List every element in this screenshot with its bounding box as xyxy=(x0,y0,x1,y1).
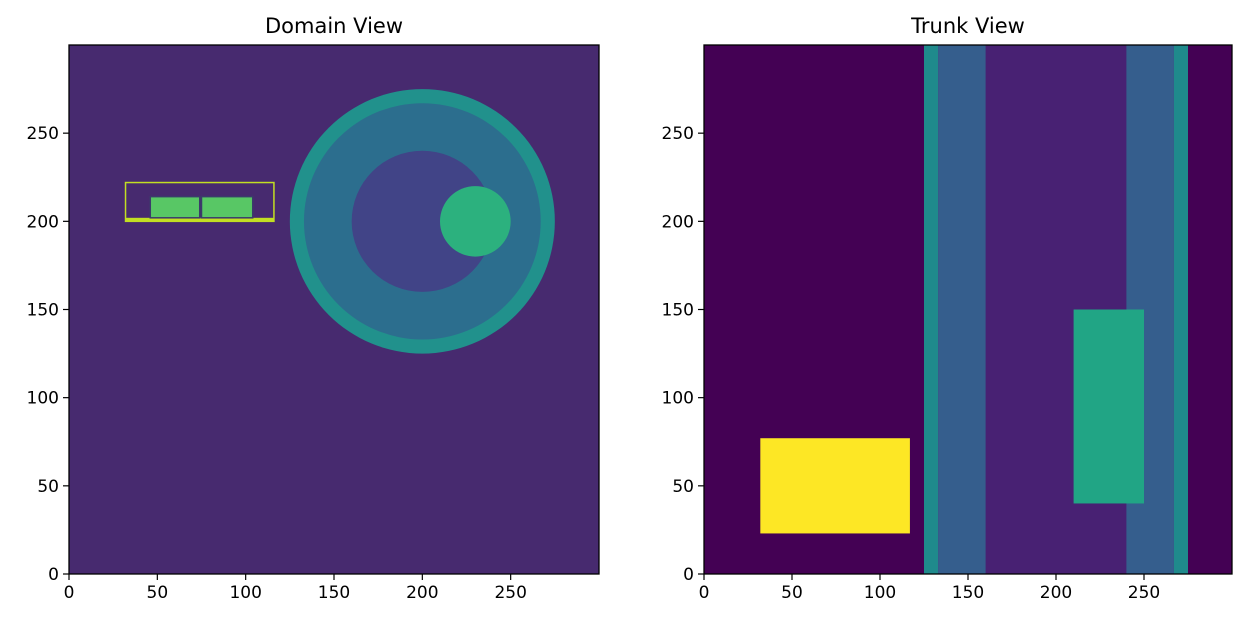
domain-region-2 xyxy=(351,150,493,292)
trunk-ytick-label: 250 xyxy=(662,124,694,144)
trunk-xtick-label: 100 xyxy=(864,583,896,603)
trunk-ytick-label: 200 xyxy=(662,212,694,232)
domain-ytick-label: 100 xyxy=(27,389,59,409)
trunk-xtick-label: 50 xyxy=(781,583,803,603)
trunk-panel: 0 50 100 150 200 250 0 50 100 150 200 250 Trunk View xyxy=(662,14,1233,603)
trunk-xtick-label: 0 xyxy=(699,583,710,603)
domain-panel: 0 50 100 150 200 250 0 50 100 150 200 250 Domain Vie… xyxy=(27,14,600,603)
trunk-xtick-label: 250 xyxy=(1128,583,1160,603)
trunk-region-5 xyxy=(1073,309,1144,504)
domain-xtick-label: 50 xyxy=(147,583,169,603)
trunk-image xyxy=(760,45,1188,574)
trunk-region-4 xyxy=(1173,45,1188,574)
domain-ytick-label: 0 xyxy=(48,565,59,585)
domain-xtick-label: 250 xyxy=(494,583,526,603)
domain-region-6 xyxy=(149,195,201,219)
domain-ytick-label: 50 xyxy=(37,477,59,497)
domain-region-7 xyxy=(200,195,254,219)
trunk-region-2 xyxy=(938,45,986,574)
trunk-ytick-label: 150 xyxy=(662,301,694,321)
domain-ytick-label: 150 xyxy=(27,301,59,321)
trunk-ytick-label: 0 xyxy=(683,565,694,585)
trunk-ytick-label: 100 xyxy=(662,389,694,409)
domain-xtick-label: 0 xyxy=(64,583,75,603)
domain-region-3 xyxy=(440,186,511,257)
domain-region-5 xyxy=(125,217,274,222)
trunk-region-6 xyxy=(760,438,910,534)
domain-xtick-label: 150 xyxy=(318,583,350,603)
domain-xtick-label: 200 xyxy=(406,583,438,603)
domain-title: Domain View xyxy=(265,14,403,38)
trunk-xtick-label: 200 xyxy=(1040,583,1072,603)
domain-ytick-label: 200 xyxy=(27,212,59,232)
trunk-ytick-label: 50 xyxy=(672,477,694,497)
trunk-region-1 xyxy=(924,45,939,574)
trunk-xtick-label: 150 xyxy=(952,583,984,603)
trunk-title: Trunk View xyxy=(910,14,1025,38)
domain-image xyxy=(124,89,555,354)
domain-xtick-label: 100 xyxy=(229,583,261,603)
domain-ytick-label: 250 xyxy=(27,124,59,144)
